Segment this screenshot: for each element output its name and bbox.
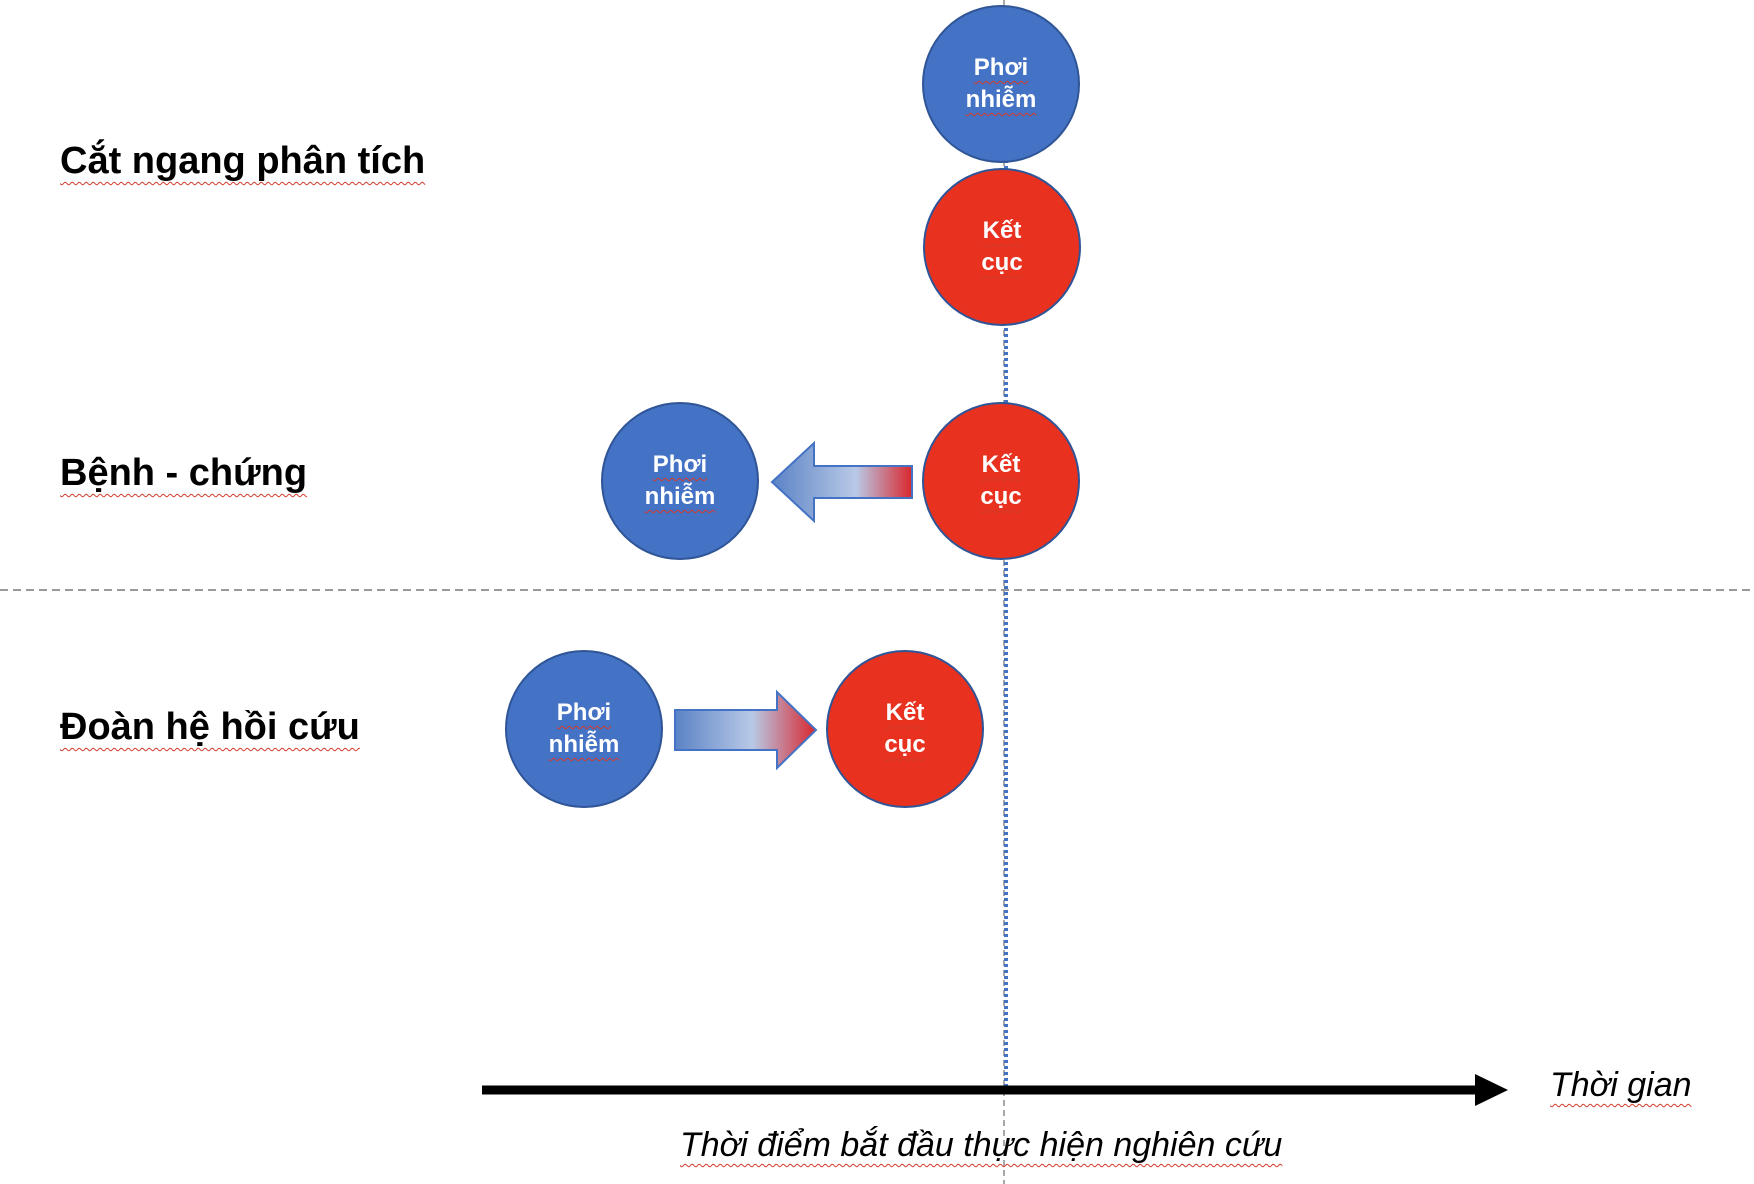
study-start-label: Thời điểm bắt đầu thực hiện nghiên cứu [680, 1126, 1283, 1164]
node-text-line1: Kết [885, 699, 925, 726]
cross-sectional-outcome-node: Kết cục [923, 168, 1081, 326]
row-label-retro-cohort: Đoàn hệ hồi cứu [60, 706, 360, 748]
case-control-arrow-icon [770, 440, 913, 524]
node-text-line2: nhiễm [548, 731, 620, 758]
time-axis-arrowhead-icon [1475, 1074, 1508, 1106]
time-axis-label: Thời gian [1550, 1066, 1692, 1104]
cross-sectional-exposure-node: Phơi nhiễm [922, 5, 1080, 163]
node-text-line1: Phơi [973, 54, 1029, 81]
cohort-outcome-node: Kết cục [826, 650, 984, 808]
node-text-line1: Kết [982, 217, 1022, 244]
case-control-outcome-node: Kết cục [922, 402, 1080, 560]
row-label-case-control: Bệnh - chứng [60, 452, 308, 494]
row-label-cross-sectional: Cắt ngang phân tích [60, 140, 426, 182]
node-text-line1: Phơi [652, 451, 708, 478]
case-control-exposure-node: Phơi nhiễm [601, 402, 759, 560]
node-text-line1: Kết [981, 451, 1021, 478]
node-text-line2: nhiễm [644, 483, 716, 510]
node-text-line1: Phơi [556, 699, 612, 726]
node-text-line2: cục [884, 731, 926, 758]
cohort-arrow-icon [674, 689, 818, 771]
cohort-exposure-node: Phơi nhiễm [505, 650, 663, 808]
node-text-line2: nhiễm [965, 86, 1037, 113]
node-text-line2: cục [981, 249, 1023, 276]
node-text-line2: cục [980, 483, 1022, 510]
